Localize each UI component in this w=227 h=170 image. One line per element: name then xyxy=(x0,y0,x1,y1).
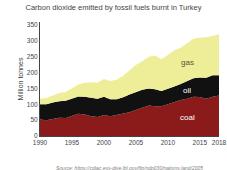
svg-text:2015: 2015 xyxy=(193,139,208,146)
svg-text:coal: coal xyxy=(180,113,195,122)
svg-text:2000: 2000 xyxy=(97,139,112,146)
svg-text:oil: oil xyxy=(183,86,191,95)
svg-text:1990: 1990 xyxy=(33,139,48,146)
svg-text:0: 0 xyxy=(34,132,38,139)
svg-text:2005: 2005 xyxy=(129,139,144,146)
svg-text:150: 150 xyxy=(27,85,38,92)
svg-text:300: 300 xyxy=(27,37,38,44)
svg-text:50: 50 xyxy=(30,116,38,123)
svg-text:Million tonnes: Million tonnes xyxy=(17,57,24,100)
svg-text:1995: 1995 xyxy=(65,139,80,146)
svg-text:2010: 2010 xyxy=(161,139,176,146)
svg-text:250: 250 xyxy=(27,53,38,60)
svg-text:Carbon dioxide emitted by foss: Carbon dioxide emitted by fossil fuels b… xyxy=(26,3,202,12)
svg-text:200: 200 xyxy=(27,69,38,76)
svg-text:100: 100 xyxy=(27,101,38,108)
svg-text:gas: gas xyxy=(181,58,194,67)
svg-text:Source: https://cdiac.ess-dive: Source: https://cdiac.ess-dive.lbl.gov/f… xyxy=(56,165,203,170)
svg-text:350: 350 xyxy=(27,21,38,28)
svg-text:2018: 2018 xyxy=(212,139,227,146)
